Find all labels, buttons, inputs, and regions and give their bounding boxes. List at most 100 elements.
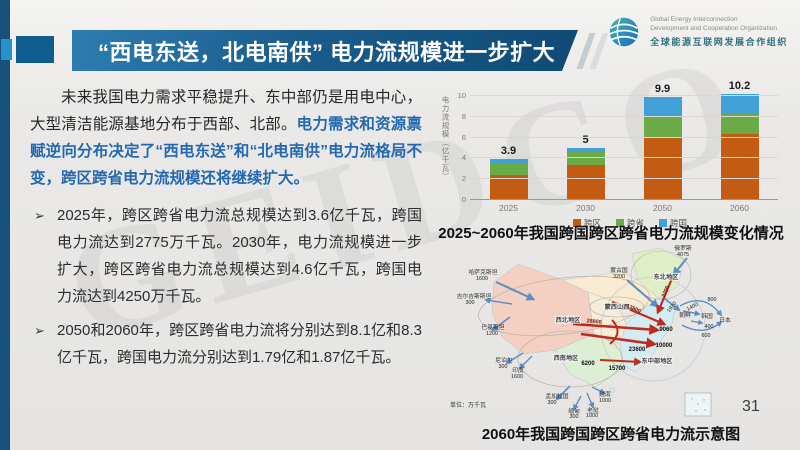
bar-total-label: 10.2 [728,79,751,92]
bar-segment-跨国 [720,93,759,114]
bar-total-label: 9.9 [654,83,671,96]
bar-stack [720,93,759,200]
region-outline-ellipses [478,250,706,388]
flow-value-russia: 4075 [677,252,689,258]
organization-logo: Global Energy Interconnection Developmen… [605,13,788,51]
bar-segment-跨省 [489,162,528,176]
y-axis-tick: 4 [461,153,466,163]
y-axis-tick: 8 [461,111,466,121]
country-label-nepal: 尼泊尔 [495,356,513,364]
legend-label: 跨省 [626,218,644,228]
bar-segment-跨省 [566,152,605,165]
flow-value-japan-north: 800 [708,297,717,303]
bullet-text: 2025年，跨区跨省电力流总规模达到3.6亿千瓦，跨国电力流达到2775万千瓦。… [57,207,422,305]
bullet-text: 2050和2060年，跨区跨省电力流将分别达到8.1亿和8.3亿千瓦，跨国电力流… [57,322,422,366]
x-axis-category: 2050 [653,203,672,213]
legend-label: 跨国 [670,218,688,228]
body-text-column: 未来我国电力需求平稳提升、东中部仍是用电中心，大型清洁能源基地分布于西部、北部。… [30,84,422,371]
bar-segment-跨国 [566,148,605,153]
intro-paragraph: 未来我国电力需求平稳提升、东中部仍是用电中心，大型清洁能源基地分布于西部、北部。… [30,84,422,192]
bullet-arrow-icon: ➢ [34,323,45,338]
bullet-arrow-icon: ➢ [34,208,45,223]
decor-square-large [16,36,54,63]
y-axis-tick: 10 [457,91,466,100]
page-title: “西电东送，北电南供” 电力流规模进一步扩大 [98,39,556,65]
country-label-japan: 日本 [719,316,731,324]
y-axis-tick: 2 [461,174,466,184]
map-unit-label: 单位：万千瓦 [450,401,486,409]
flow-value-korea-extra: 400 [705,324,714,330]
title-banner: “西电东送，北电南供” 电力流规模进一步扩大 [72,30,578,71]
map-title: 2060年我国跨国跨区跨省电力流示意图 [481,426,741,443]
flow-value-japan-south: 600 [702,333,711,339]
flow-value-kazakhstan: 1600 [476,276,488,282]
x-axis-category: 2060 [730,203,749,213]
gridline [470,136,778,138]
gridline [470,95,778,96]
bar-segment-跨国 [643,97,682,116]
region-label-northeast: 东北地区 [654,273,680,281]
flow-value-6200: 6200 [581,361,595,367]
stacked-bar-chart: 电力流规模（亿千瓦） 3.9 2025 5 2030 9.9 2050 10.2 2060 0… [434,80,790,229]
chart-bars: 3.9 2025 5 2030 9.9 2050 10.2 2060 [470,80,778,213]
legend-item-跨区: 跨区 [572,217,601,229]
bullet-item: ➢ 2025年，跨区跨省电力流总规模达到3.6亿千瓦，跨国电力流达到2775万千瓦… [30,202,422,310]
south-china-sea-inset [684,392,712,417]
left-edge-bar [0,0,10,450]
bar-segment-跨区 [566,164,605,200]
bar-stack [566,148,605,200]
intro-highlight-text: 电力需求和资源禀赋逆向分布决定了“西电东送”和“北电南供”电力流格局不变，跨区跨… [30,116,422,187]
flow-value-23600: 23600 [629,347,646,353]
gridline [470,178,778,180]
country-label-myanmar: 缅甸 [568,407,580,415]
china-regions [491,247,685,393]
bar-segment-跨国 [489,159,528,163]
bullet-list: ➢ 2025年，跨区跨省电力流总规模达到3.6亿千瓦，跨国电力流达到2775万千瓦… [30,202,422,371]
bar-group-2025: 3.9 2025 [486,96,532,213]
bar-group-2060: 10.2 2060 [717,80,763,213]
legend-swatch [659,219,667,227]
flow-value-vietnam: 1000 [599,398,611,404]
country-label-kazakhstan: 哈萨克斯坦 [469,268,498,276]
flow-value-pakistan: 1200 [486,331,498,337]
gridline [470,157,778,159]
bar-segment-跨省 [720,113,759,135]
logo-text-cn: 全球能源互联网发展合作组织 [650,36,788,47]
bar-group-2030: 5 2030 [563,96,609,213]
x-axis-category: 2025 [499,203,518,213]
region-label-mengxi-shanxi: 蒙西山西 [605,303,630,311]
legend-swatch [572,219,581,227]
flow-value-mongolia: 3200 [613,274,625,280]
bar-total-label: 3.9 [500,145,517,158]
bar-segment-跨区 [489,175,528,200]
flow-value-10000: 10000 [656,343,673,349]
flow-value-southwest-east: 15700 [609,366,626,372]
bar-total-label: 5 [582,134,589,146]
region-label-southwest: 西南地区 [554,354,580,362]
bar-stack [643,97,682,200]
flow-value-laos: 1000 [586,413,598,418]
gridline [470,115,778,117]
intro-plain-text: 未来我国电力需求平稳提升、东中部仍是用电中心，大型清洁能源基地分布于西部、北部。 [30,89,422,133]
chart-plot-area: 3.9 2025 5 2030 9.9 2050 10.2 2060 0 2 4 6 8 10 [458,80,778,213]
bar-segment-跨区 [720,134,759,200]
country-label-laos: 老挝 [587,406,599,414]
flow-value-nepal: 300 [499,364,508,370]
logo-text-en-2: Development and Cooperation Organization [650,24,778,32]
x-axis-category: 2030 [576,203,595,213]
bar-segment-跨区 [643,136,682,200]
region-label-northwest: 西北地区 [556,316,582,324]
flow-value-mengxi-shanxi: 13800 [625,303,641,315]
y-axis-tick: 0 [461,195,466,204]
flow-value-korea: 1400 [686,302,699,313]
flow-value-northeast-south: 2700 [661,285,671,298]
logo-text-en-1: Global Energy Interconnection [650,16,738,24]
china-power-flow-map: 东北地区 蒙西山西 西北地区 西南地区 东中部地区 俄罗斯 4075 蒙古国 3… [450,244,731,418]
flow-value-india: 1600 [511,374,523,380]
legend-item-跨省: 跨省 [615,217,644,229]
region-label-east-central: 东中部地区 [642,357,674,365]
bar-segment-跨省 [643,115,682,137]
page-number: 31 [742,398,760,415]
flow-value-myanmar: 300 [570,414,579,418]
